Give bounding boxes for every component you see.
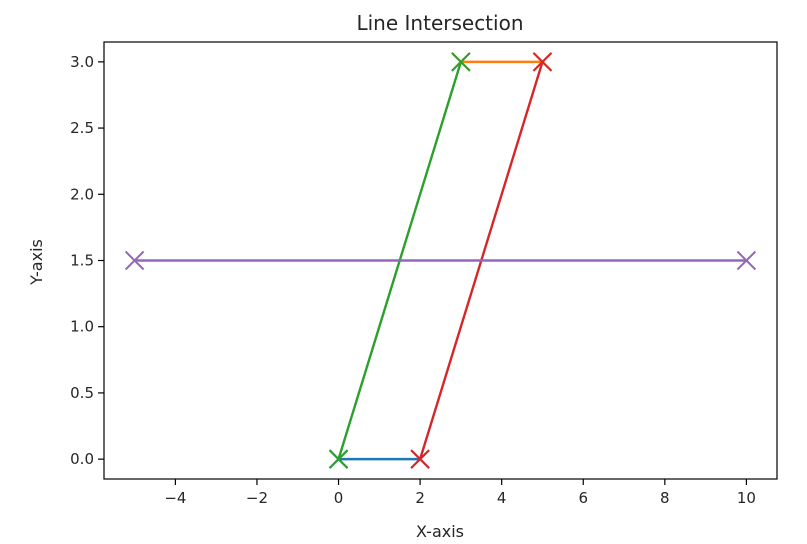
x-tick-label: 0	[334, 489, 344, 507]
y-tick-label: 3.0	[70, 53, 94, 71]
x-tick-label: 4	[497, 489, 507, 507]
x-tick-label: 10	[737, 489, 756, 507]
x-tick-label: 6	[578, 489, 588, 507]
y-tick-label: 1.5	[70, 252, 94, 270]
y-axis-label: Y-axis	[27, 239, 46, 286]
x-axis-label: X-axis	[416, 522, 464, 541]
x-tick-label: −2	[246, 489, 268, 507]
x-tick-label: 8	[660, 489, 670, 507]
x-marker	[124, 250, 145, 271]
chart-title: Line Intersection	[356, 11, 523, 35]
y-tick-label: 2.5	[70, 119, 94, 137]
marker-layer	[124, 52, 757, 469]
x-tick-label: −4	[164, 489, 186, 507]
plot-area	[103, 41, 778, 480]
x-tick-label: 2	[415, 489, 425, 507]
x-marker	[410, 449, 430, 469]
x-axis-ticks: −4 −2 0 2 4 6 8 10	[164, 479, 756, 507]
y-axis-ticks: 0.0 0.5 1.0 1.5 2.0 2.5 3.0	[70, 53, 104, 468]
series-layer	[133, 60, 748, 461]
x-marker	[736, 250, 757, 271]
y-tick-label: 1.0	[70, 318, 94, 336]
y-tick-label: 0.5	[70, 384, 94, 402]
y-tick-label: 2.0	[70, 185, 94, 203]
y-tick-label: 0.0	[70, 450, 94, 468]
x-marker	[532, 52, 553, 72]
x-marker	[328, 449, 349, 469]
x-marker	[451, 52, 471, 72]
